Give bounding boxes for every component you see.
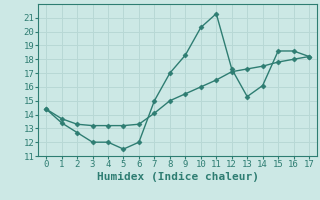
X-axis label: Humidex (Indice chaleur): Humidex (Indice chaleur): [97, 172, 259, 182]
